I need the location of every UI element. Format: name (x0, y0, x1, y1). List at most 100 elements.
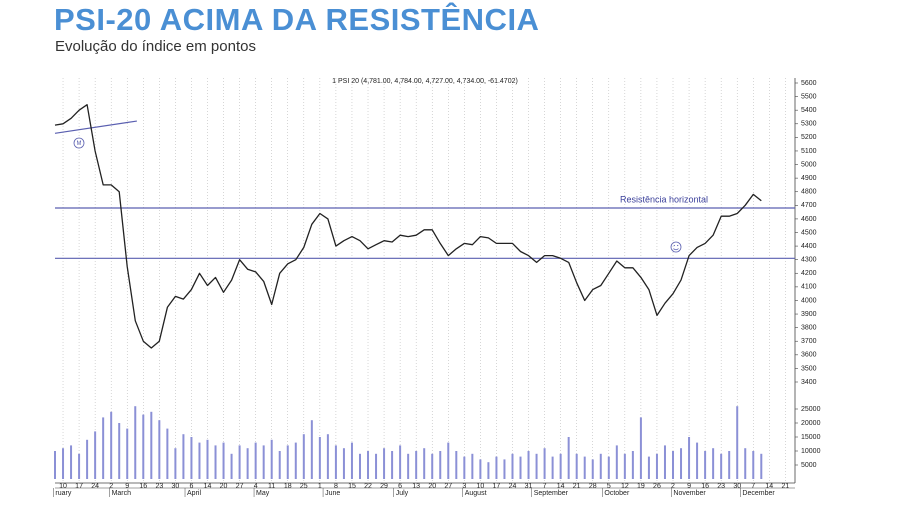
x-tick-label: 27 (236, 483, 244, 490)
volume-tick-label: 20000 (801, 420, 821, 427)
month-label: November (673, 490, 706, 497)
volume-bar (559, 453, 562, 479)
y-tick-label: 4600 (801, 216, 817, 223)
volume-bar (607, 456, 610, 479)
volume-bar (150, 411, 153, 479)
volume-bar (591, 459, 594, 479)
volume-bar (415, 451, 418, 479)
volume-bar (206, 439, 209, 479)
volume-bar (102, 417, 105, 479)
y-tick-label: 3800 (801, 324, 817, 331)
volume-bar (158, 420, 161, 479)
x-tick-label: 28 (589, 483, 597, 490)
x-tick-label: 17 (493, 483, 501, 490)
x-tick-label: 10 (59, 483, 67, 490)
volume-bar (54, 451, 56, 479)
x-tick-label: 1 (318, 483, 322, 490)
volume-bar (736, 406, 739, 479)
y-tick-label: 5600 (801, 80, 817, 87)
month-label: May (256, 490, 270, 497)
x-tick-label: 7 (543, 483, 547, 490)
volume-bar (358, 453, 361, 479)
volume-bar (86, 439, 89, 479)
price-line (54, 104, 762, 349)
volume-bar (631, 451, 634, 479)
y-tick-label: 4200 (801, 270, 817, 277)
y-tick-label: 4100 (801, 284, 817, 291)
y-tick-label: 3500 (801, 365, 817, 372)
volume-bar (439, 451, 442, 479)
y-tick-label: 4900 (801, 175, 817, 182)
volume-bar (720, 453, 723, 479)
x-tick-label: 20 (428, 483, 436, 490)
volume-bar (278, 451, 281, 479)
volume-bar (134, 406, 137, 479)
y-tick-label: 5300 (801, 121, 817, 128)
volume-bar (375, 453, 378, 479)
volume-bar (246, 448, 249, 479)
y-tick-label: 4000 (801, 297, 817, 304)
x-tick-label: 27 (444, 483, 452, 490)
volume-bar (310, 420, 313, 479)
annotation: Resistência horizontal (620, 194, 708, 204)
volume-bar (431, 453, 434, 479)
volume-bar (535, 453, 538, 479)
y-tick-label: 3700 (801, 338, 817, 345)
x-tick-label: 10 (476, 483, 484, 490)
x-tick-label: 16 (139, 483, 147, 490)
volume-bar (672, 451, 675, 479)
month-label: September (534, 490, 569, 497)
month-label: October (604, 490, 630, 497)
volume-bar (567, 437, 570, 479)
x-tick-label: 30 (733, 483, 741, 490)
volume-bar (407, 453, 410, 479)
month-label: March (112, 490, 132, 497)
month-label: ruary (55, 490, 71, 497)
x-tick-label: 20 (220, 483, 228, 490)
x-tick-label: 24 (91, 483, 99, 490)
month-label: August (465, 490, 487, 497)
volume-bar (262, 445, 265, 479)
y-tick-label: 4800 (801, 189, 817, 196)
volume-bar (367, 451, 370, 479)
volume-bar (238, 445, 241, 479)
x-tick-label: 5 (607, 483, 611, 490)
chart-subtitle: Evolução do índice em pontos (55, 38, 256, 55)
x-tick-label: 9 (125, 483, 129, 490)
volume-bar (551, 456, 554, 479)
x-tick-label: 24 (509, 483, 517, 490)
x-tick-label: 16 (701, 483, 709, 490)
x-tick-label: 25 (300, 483, 308, 490)
x-tick-label: 21 (573, 483, 581, 490)
volume-bar (511, 453, 514, 479)
volume-bar (70, 445, 73, 479)
x-tick-label: 17 (75, 483, 83, 490)
volume-bar (688, 437, 691, 479)
marker-icon: M (73, 137, 85, 149)
y-tick-label: 5000 (801, 161, 817, 168)
volume-bar (286, 445, 289, 479)
volume-bar (254, 442, 257, 479)
volume-bar (214, 445, 217, 479)
volume-bar (455, 451, 458, 479)
month-label: July (396, 490, 409, 497)
x-tick-label: 21 (781, 483, 789, 490)
x-tick-label: 18 (284, 483, 292, 490)
volume-tick-label: 5000 (801, 462, 817, 469)
x-tick-label: 14 (204, 483, 212, 490)
volume-bar (519, 456, 522, 479)
volume-bar (639, 417, 642, 479)
volume-bar (174, 448, 177, 479)
x-tick-label: 8 (334, 483, 338, 490)
y-tick-label: 5200 (801, 134, 817, 141)
x-tick-label: 22 (364, 483, 372, 490)
month-label: April (187, 490, 201, 497)
volume-bar (712, 448, 715, 479)
volume-bar (487, 462, 490, 479)
volume-bar (471, 453, 474, 479)
volume-bar (704, 451, 707, 479)
x-tick-label: 6 (398, 483, 402, 490)
volume-tick-label: 25000 (801, 406, 821, 413)
volume-bar (342, 448, 345, 479)
y-tick-label: 3900 (801, 311, 817, 318)
